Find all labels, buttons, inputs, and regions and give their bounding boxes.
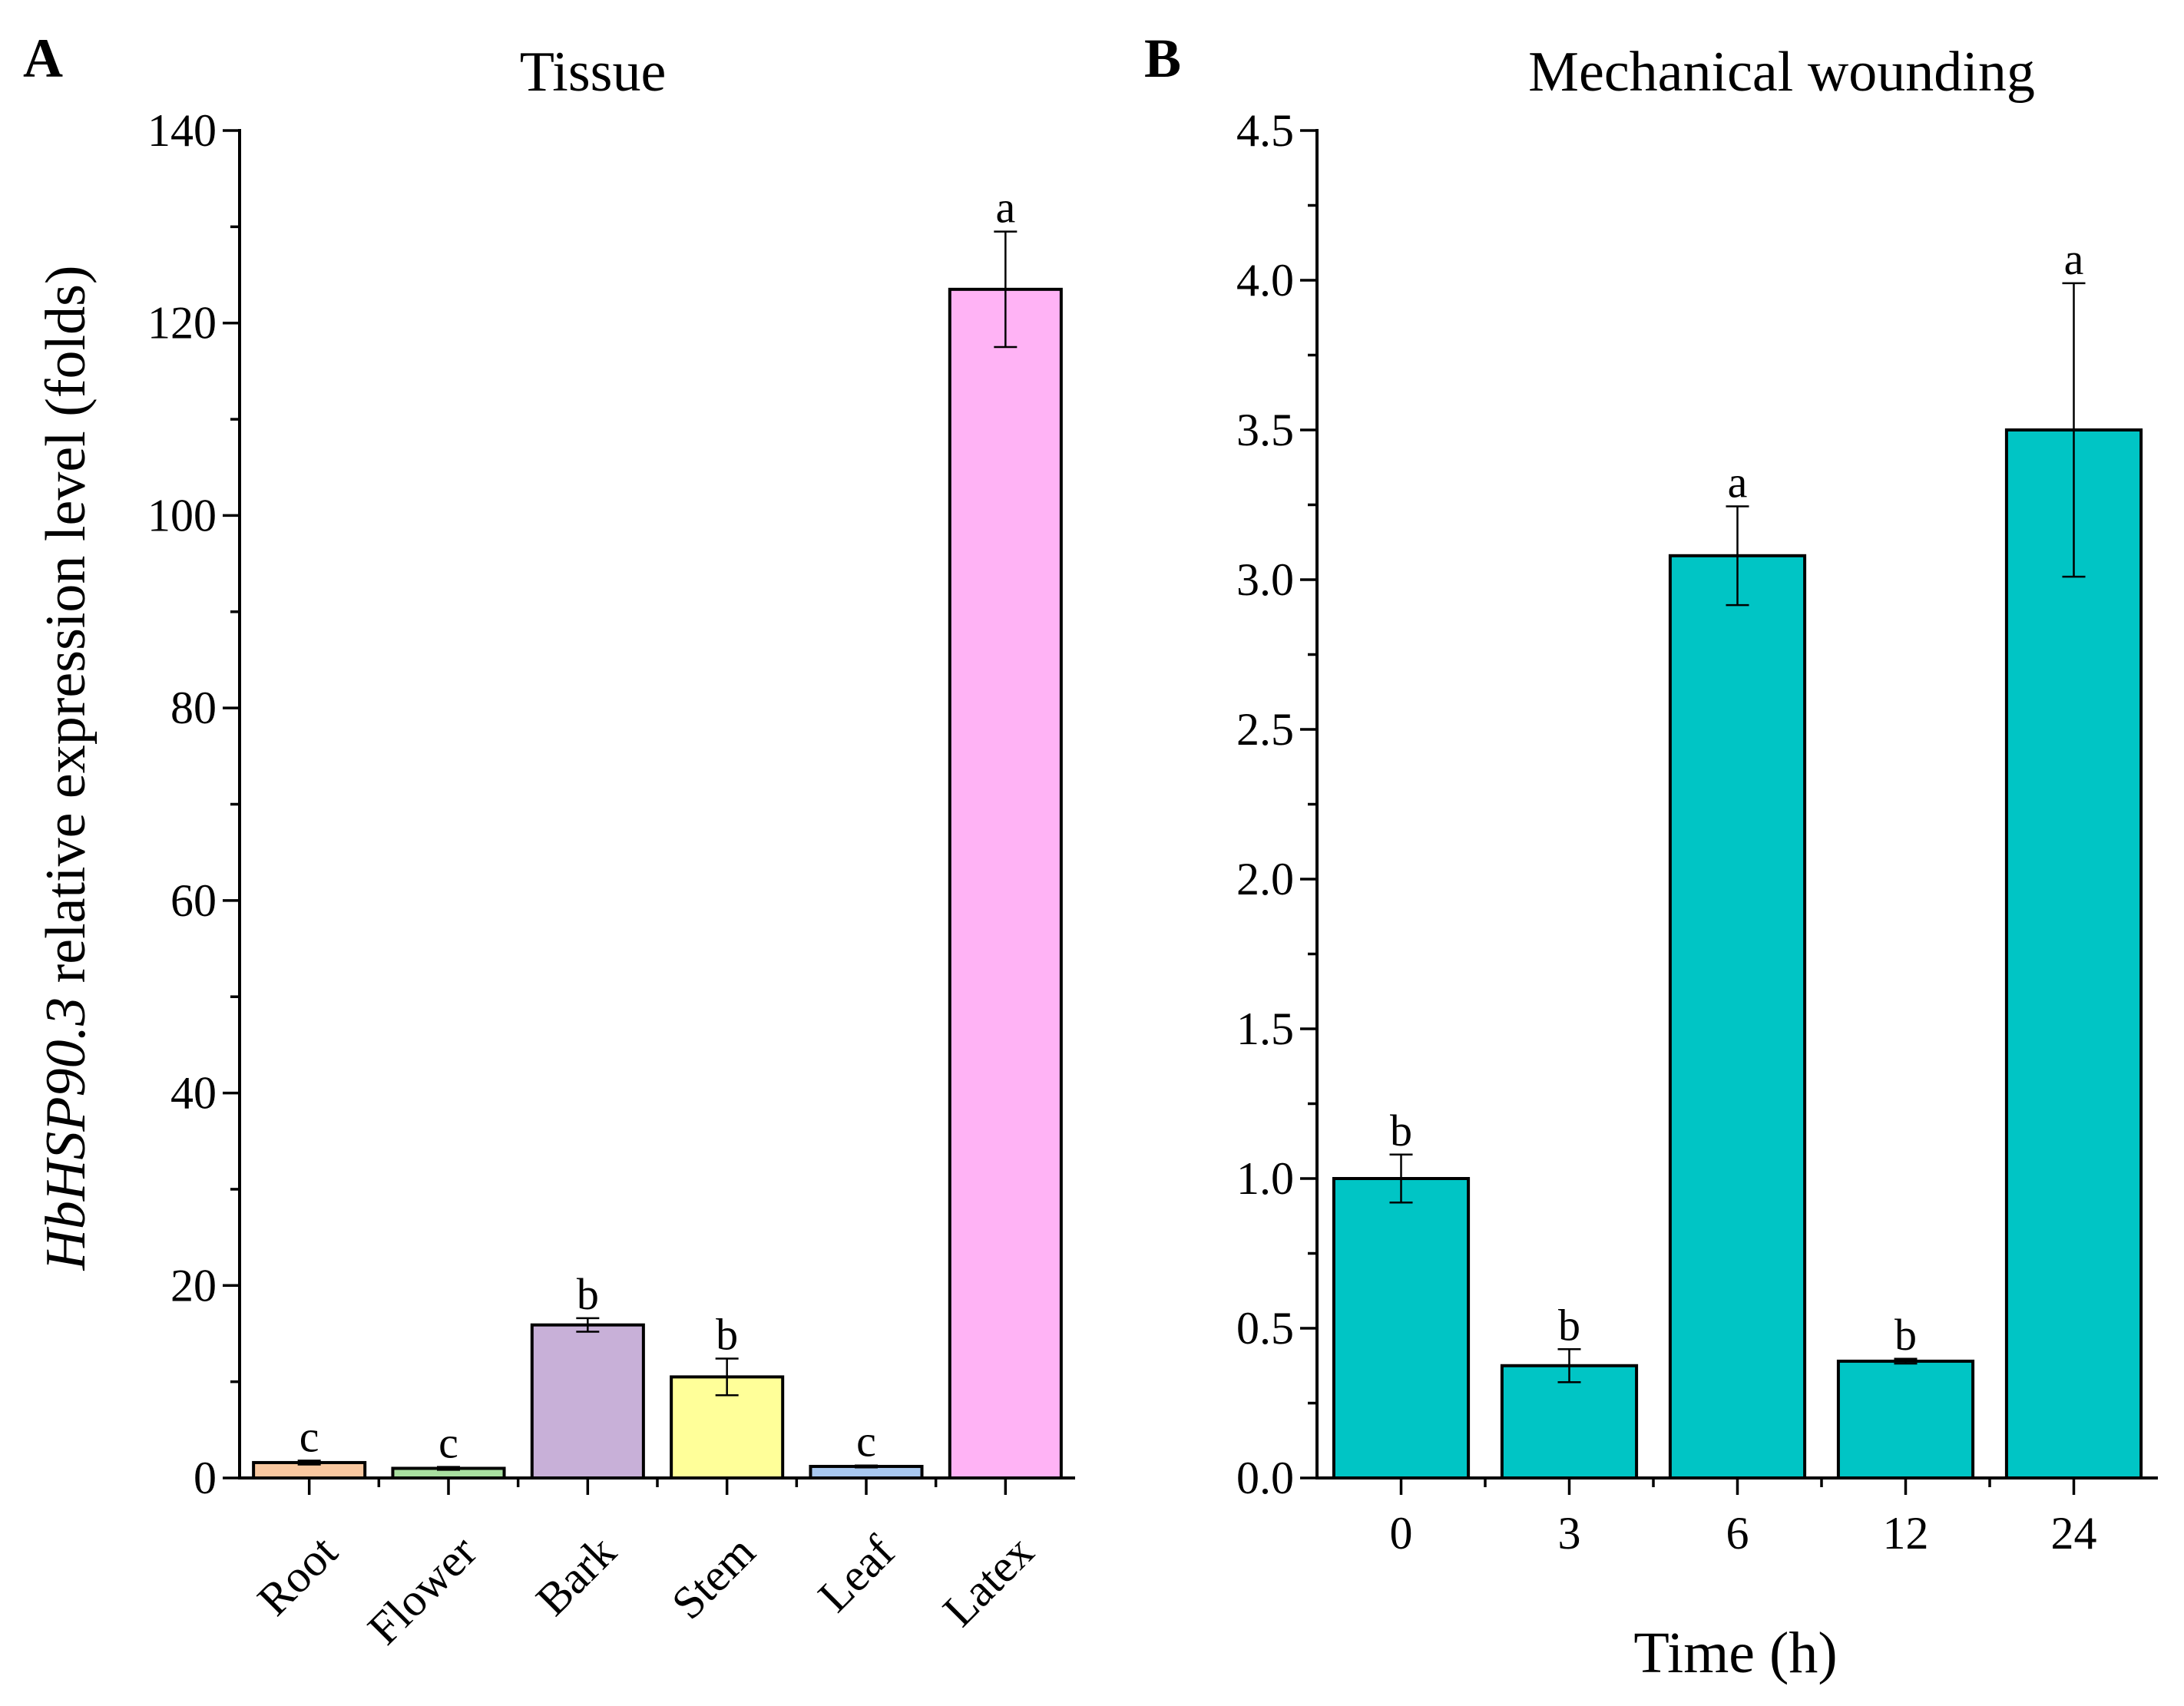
panel-a-y-ticks: 0 20 40 60 80 100 120 140 [147,105,240,1503]
y-tick-label: 2.0 [1236,854,1294,904]
y-tick-label: 120 [147,298,217,349]
significance-letter: c [438,1418,458,1468]
bar-6 [1668,554,1807,1480]
x-tick-label: 3 [1558,1508,1581,1559]
y-tick-label: 4.5 [1236,105,1294,156]
y-tick-label: 1.5 [1236,1003,1294,1054]
significance-letter: b [1390,1106,1412,1156]
ylabel-text: relative expression level (folds) [35,265,98,997]
bar-bark [530,1323,645,1480]
y-tick-label: 1.0 [1236,1153,1294,1204]
significance-letter: c [299,1411,319,1461]
panel-a-tissue: A Tissue HbHSP90.3 relative expression l… [23,28,1075,1654]
x-tick-label: Bark [526,1526,625,1625]
y-tick-label: 80 [170,683,217,733]
x-tick-label: 6 [1726,1508,1749,1559]
y-tick-label: 0.0 [1236,1453,1294,1503]
panel-b-letter: B [1144,28,1181,89]
y-tick-label: 3.5 [1236,405,1294,455]
ylabel-gene: HbHSP90.3 [35,997,98,1271]
x-tick-label: 24 [2051,1508,2097,1559]
panel-a-title: Tissue [520,41,667,104]
panel-a-bars: c c b b c a [252,183,1063,1480]
panel-b-x-ticks: 0 3 6 12 24 [1390,1478,2097,1559]
significance-letter: a [995,183,1015,233]
x-tick-label: 12 [1883,1508,1929,1559]
y-tick-label: 100 [147,490,217,541]
bar-24 [2004,428,2143,1480]
panel-b-title: Mechanical wounding [1528,41,2035,104]
y-tick-label: 60 [170,875,217,926]
panel-a-letter: A [23,28,63,89]
panel-b-xlabel: Time (h) [1633,1621,1837,1685]
x-tick-label: Flower [358,1526,486,1655]
x-tick-label: Leaf [809,1526,904,1622]
panel-a-ylabel: HbHSP90.3 relative expression level (fol… [35,265,98,1271]
y-tick-label: 3.0 [1236,554,1294,605]
panel-a-x-ticks: Root Flower Bark Stem Leaf Latex [248,1478,1044,1654]
significance-letter: b [1558,1300,1580,1350]
panel-b-y-ticks: 0.0 0.5 1.0 1.5 2.0 2.5 3.0 3.5 4.0 4.5 [1236,105,1317,1503]
x-tick-label: Latex [933,1526,1043,1636]
significance-letter: b [716,1310,738,1360]
y-tick-label: 2.5 [1236,704,1294,755]
y-tick-label: 140 [147,105,217,156]
x-tick-label: Stem [662,1526,765,1629]
y-tick-label: 0.5 [1236,1303,1294,1354]
bar-12 [1836,1359,1975,1480]
significance-letter: a [1728,457,1748,507]
y-tick-label: 40 [170,1068,217,1119]
panel-b-bars: b b a b a [1332,234,2143,1480]
bar-0 [1332,1177,1471,1480]
significance-letter: c [856,1417,876,1466]
y-tick-label: 0 [194,1453,217,1503]
panel-b-wounding: B Mechanical wounding Time (h) 0.0 0.5 1.0… [1144,28,2158,1685]
y-tick-label: 4.0 [1236,255,1294,306]
x-tick-label: Root [248,1526,347,1625]
significance-letter: b [577,1269,599,1319]
bar-latex [948,287,1063,1480]
significance-letter: a [2064,234,2084,284]
x-tick-label: 0 [1390,1508,1413,1559]
y-tick-label: 20 [170,1260,217,1311]
significance-letter: b [1894,1310,1917,1360]
